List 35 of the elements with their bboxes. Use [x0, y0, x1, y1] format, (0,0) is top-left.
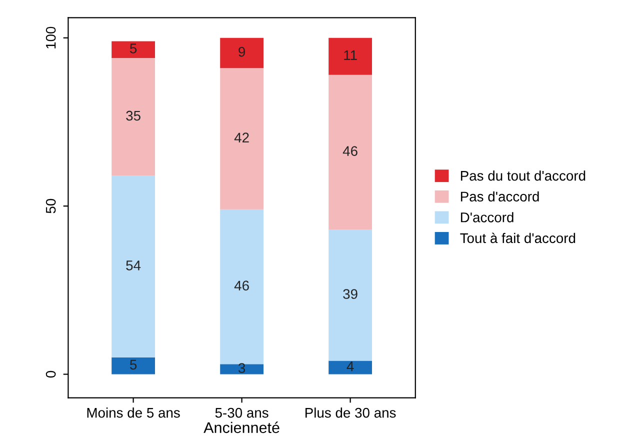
data-label: 5 — [130, 360, 137, 370]
bar — [112, 357, 155, 374]
x-tick-label: 5-30 ans — [215, 408, 268, 418]
data-label: 4 — [346, 362, 354, 372]
data-label: 46 — [234, 280, 249, 291]
bar — [328, 230, 372, 361]
bar — [328, 360, 372, 374]
bar — [112, 41, 155, 58]
bar — [328, 74, 372, 230]
data-label: 42 — [234, 132, 249, 142]
data-label: 46 — [342, 146, 358, 156]
legend-label: Tout à fait d'accord — [460, 232, 576, 244]
y-tick-label: 50 — [46, 198, 56, 214]
data-label: 3 — [238, 363, 246, 373]
bar — [112, 176, 155, 358]
data-label: 35 — [126, 110, 140, 121]
bar — [220, 364, 264, 374]
x-tick-label: Moins de 5 ans — [87, 408, 180, 418]
data-label: 54 — [126, 260, 141, 270]
legend-label: D'accord — [460, 212, 514, 222]
bar — [220, 209, 264, 364]
bar — [220, 38, 264, 68]
x-tick-label: Plus de 30 ans — [306, 408, 396, 418]
data-label: 39 — [343, 289, 358, 299]
y-tick-label: 100 — [46, 26, 56, 48]
legend-label: Pas du tout d'accord — [460, 170, 586, 181]
data-label: 11 — [344, 50, 357, 60]
bar — [112, 58, 155, 176]
x-axis-title: Ancienneté — [204, 422, 280, 434]
data-label: 5 — [130, 44, 137, 54]
bar — [328, 38, 372, 75]
data-label: 9 — [238, 46, 246, 57]
bar — [220, 68, 264, 210]
legend-label: Pas d'accord — [460, 191, 539, 202]
y-tick-label: 0 — [46, 370, 56, 378]
